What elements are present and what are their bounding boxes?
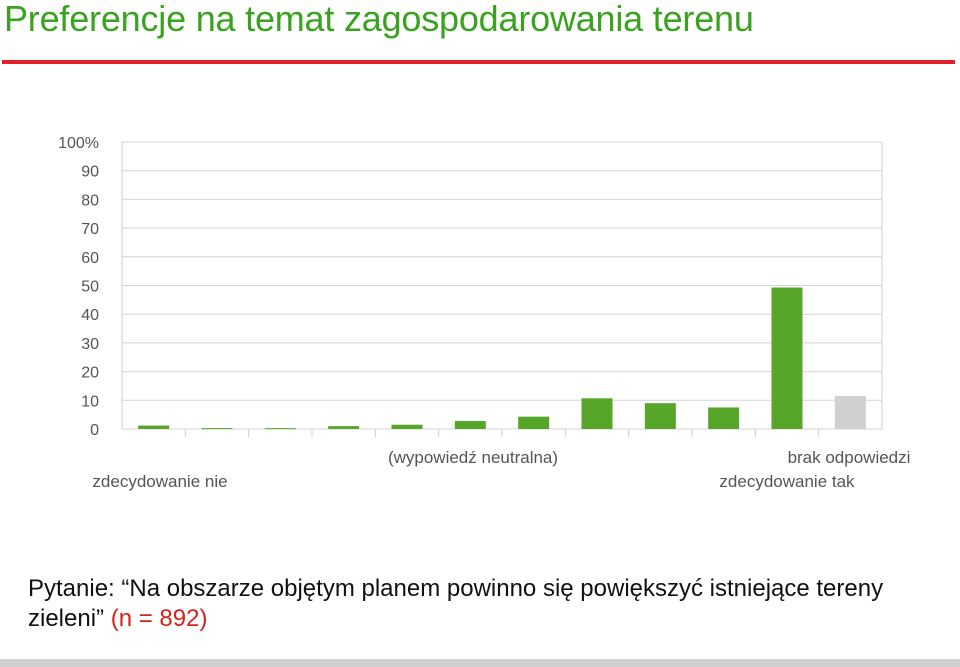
question-prefix: Pytanie:	[28, 575, 122, 602]
bar-no-answer	[834, 395, 866, 429]
y-tick-label: 20	[81, 365, 99, 382]
bar	[771, 287, 803, 429]
y-tick-label: 70	[81, 221, 99, 238]
question-body: “Na obszarze objętym planem powinno się …	[28, 575, 884, 632]
question-text: Pytanie: “Na obszarze objętym planem pow…	[28, 574, 948, 634]
y-tick-label: 50	[81, 279, 99, 296]
bar	[138, 425, 170, 429]
bar	[328, 426, 360, 429]
x-axis-ticks	[184, 429, 820, 437]
y-tick-label: 60	[81, 250, 99, 267]
y-axis-ticks: 100% 90 80 70 60 50 40 30 20 10 0	[58, 135, 99, 439]
y-tick-label: 40	[81, 307, 99, 324]
y-tick-label: 10	[81, 393, 99, 410]
x-label-tenth: zdecydowanie tak	[719, 472, 855, 491]
bar	[581, 398, 613, 429]
footer-bar	[0, 659, 960, 667]
bar	[264, 428, 296, 430]
y-tick-label: 80	[81, 192, 99, 209]
y-tick-label: 30	[81, 336, 99, 353]
bar	[201, 428, 233, 430]
y-tick-label: 100%	[58, 135, 99, 152]
title-divider	[2, 60, 955, 64]
slide-title: Preferencje na temat zagospodarowania te…	[4, 0, 754, 39]
chart-bars	[138, 287, 866, 430]
bar	[708, 407, 740, 429]
bar	[391, 424, 423, 429]
x-label-middle: (wypowiedź neutralna)	[388, 448, 558, 467]
bar	[644, 403, 676, 429]
bar	[454, 420, 486, 429]
chart-grid	[121, 141, 883, 430]
x-label-last: brak odpowiedzi	[788, 448, 911, 467]
bar-chart: 100% 90 80 70 60 50 40 30 20 10 0 zdecydowanie nie…	[58, 135, 911, 491]
y-tick-label: 90	[81, 164, 99, 181]
sample-size: (n = 892)	[110, 605, 208, 632]
bar	[518, 416, 550, 429]
y-tick-label: 0	[90, 422, 99, 439]
x-label-first: zdecydowanie nie	[92, 472, 227, 491]
